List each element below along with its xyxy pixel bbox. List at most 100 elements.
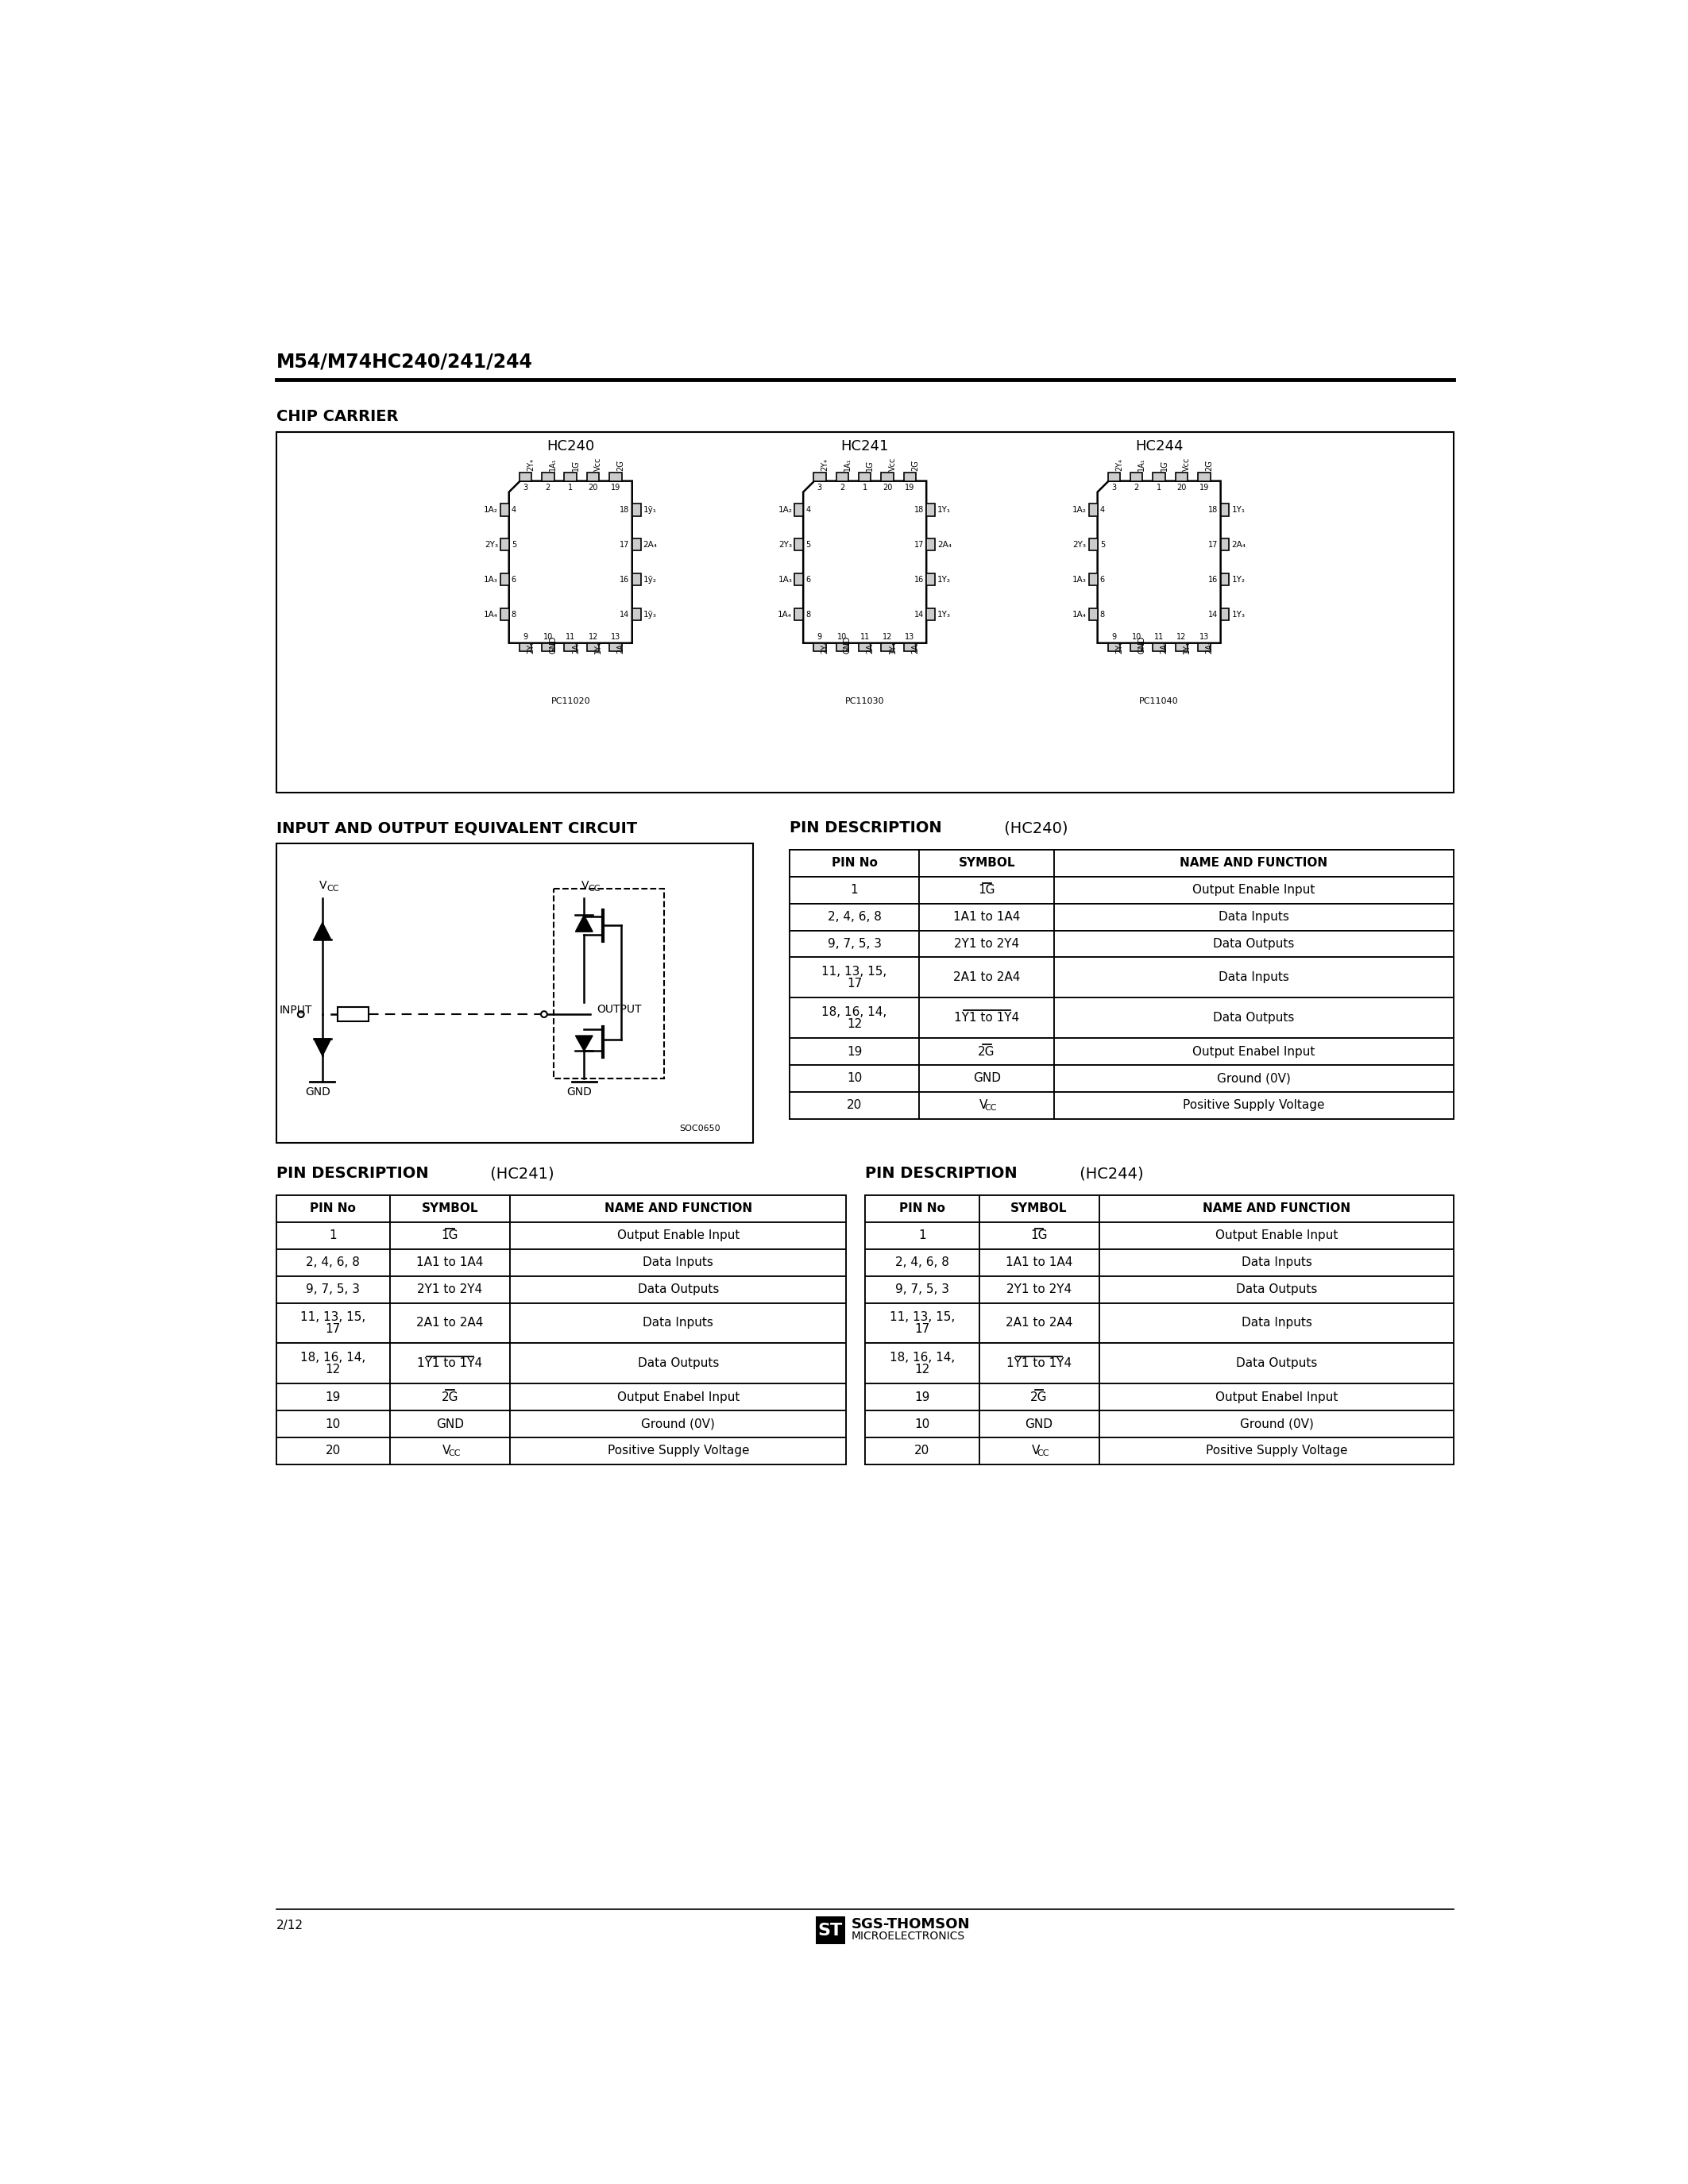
Text: 18, 16, 14,: 18, 16, 14, — [890, 1352, 955, 1363]
Text: GND: GND — [306, 1085, 331, 1099]
Bar — [1055, 1066, 1453, 1092]
Text: 1A₂: 1A₂ — [484, 507, 498, 513]
Text: Vᴄᴄ: Vᴄᴄ — [888, 456, 896, 470]
Bar — [1055, 904, 1453, 930]
Bar — [1175, 642, 1188, 651]
Text: CC: CC — [1036, 1450, 1050, 1457]
Bar — [918, 1037, 1055, 1066]
Bar — [918, 998, 1055, 1037]
Text: 11: 11 — [565, 633, 576, 640]
Text: 1Y₄: 1Y₄ — [594, 640, 603, 653]
Text: 2Y₁: 2Y₁ — [1116, 640, 1123, 653]
Bar — [1220, 505, 1229, 515]
Bar — [542, 472, 554, 480]
Bar — [790, 876, 918, 904]
Text: 10: 10 — [915, 1417, 930, 1431]
Text: 1A₂: 1A₂ — [778, 507, 792, 513]
Bar — [1153, 472, 1165, 480]
Text: 1G: 1G — [441, 1230, 459, 1241]
Text: 11, 13, 15,: 11, 13, 15, — [300, 1310, 366, 1324]
Bar — [609, 472, 621, 480]
Bar — [500, 539, 510, 550]
Text: 5: 5 — [511, 542, 517, 548]
Text: 12: 12 — [1177, 633, 1187, 640]
Bar — [1107, 472, 1121, 480]
Text: 11: 11 — [1155, 633, 1165, 640]
Bar — [979, 1195, 1099, 1223]
Bar — [1089, 607, 1097, 620]
Text: OUTPUT: OUTPUT — [596, 1005, 641, 1016]
Text: 10: 10 — [326, 1417, 341, 1431]
Text: 18, 16, 14,: 18, 16, 14, — [300, 1352, 366, 1363]
Bar — [1099, 1385, 1453, 1411]
Text: 1Y₁: 1Y₁ — [1232, 507, 1246, 513]
Bar — [979, 1275, 1099, 1304]
Bar — [510, 1275, 846, 1304]
Text: 19: 19 — [915, 1391, 930, 1402]
Bar — [1099, 1343, 1453, 1385]
Text: (HC244): (HC244) — [1075, 1166, 1143, 1182]
Text: 13: 13 — [611, 633, 621, 640]
Text: PIN No: PIN No — [311, 1203, 356, 1214]
Bar — [1131, 642, 1143, 651]
Text: 1ȳ₃: 1ȳ₃ — [643, 609, 657, 618]
Text: 11: 11 — [859, 633, 869, 640]
Text: 19: 19 — [611, 483, 621, 491]
Polygon shape — [1097, 480, 1220, 642]
Text: 4: 4 — [805, 507, 810, 513]
Bar — [1099, 1249, 1453, 1275]
Text: 10: 10 — [544, 633, 552, 640]
Text: 2Y1 to 2Y4: 2Y1 to 2Y4 — [1006, 1284, 1072, 1295]
Text: 10: 10 — [837, 633, 847, 640]
Bar — [631, 505, 641, 515]
Bar — [510, 1437, 846, 1463]
Text: GND: GND — [1138, 636, 1146, 653]
Bar — [277, 1385, 390, 1411]
Text: 20: 20 — [326, 1446, 341, 1457]
Text: 12: 12 — [587, 633, 598, 640]
Bar — [1055, 850, 1453, 876]
Text: 20: 20 — [847, 1099, 863, 1112]
Text: 3: 3 — [817, 483, 822, 491]
Bar — [277, 1304, 846, 1343]
Text: 1G̅: 1G̅ — [1160, 461, 1168, 470]
Text: 2Y₄: 2Y₄ — [820, 459, 829, 470]
Text: 14: 14 — [619, 609, 630, 618]
Text: 2Y₄: 2Y₄ — [527, 459, 535, 470]
Text: 1Y₃: 1Y₃ — [937, 609, 950, 618]
Text: V: V — [442, 1446, 451, 1457]
Bar — [1055, 930, 1453, 957]
Bar — [790, 1037, 1453, 1066]
Bar — [866, 1411, 979, 1437]
Bar — [277, 1195, 390, 1223]
Text: CHIP CARRIER: CHIP CARRIER — [277, 408, 398, 424]
Bar — [790, 904, 1453, 930]
Text: Data Outputs: Data Outputs — [1214, 937, 1295, 950]
Text: 1A1 to 1A4: 1A1 to 1A4 — [417, 1256, 483, 1269]
Bar — [859, 642, 871, 651]
Text: CC: CC — [589, 885, 601, 893]
Bar — [795, 539, 803, 550]
Bar — [500, 574, 510, 585]
Bar — [1099, 1437, 1453, 1463]
Bar — [795, 607, 803, 620]
Bar — [815, 1915, 846, 1946]
Text: 1A₄: 1A₄ — [1072, 609, 1087, 618]
Text: Output Enable Input: Output Enable Input — [1215, 1230, 1339, 1241]
Bar — [277, 1343, 390, 1385]
Text: Data Outputs: Data Outputs — [638, 1358, 719, 1369]
Bar — [927, 574, 935, 585]
Bar — [979, 1411, 1099, 1437]
Bar — [390, 1411, 510, 1437]
Text: 3: 3 — [523, 483, 528, 491]
Bar — [918, 904, 1055, 930]
Bar — [790, 876, 1453, 904]
Bar — [1220, 607, 1229, 620]
Text: SOC0650: SOC0650 — [680, 1125, 721, 1131]
Text: Data Outputs: Data Outputs — [1236, 1284, 1317, 1295]
Bar — [277, 1343, 846, 1385]
Text: 1A₁: 1A₁ — [1138, 456, 1146, 470]
Text: SYMBOL: SYMBOL — [1011, 1203, 1067, 1214]
Text: Positive Supply Voltage: Positive Supply Voltage — [608, 1446, 749, 1457]
Bar — [277, 1223, 846, 1249]
